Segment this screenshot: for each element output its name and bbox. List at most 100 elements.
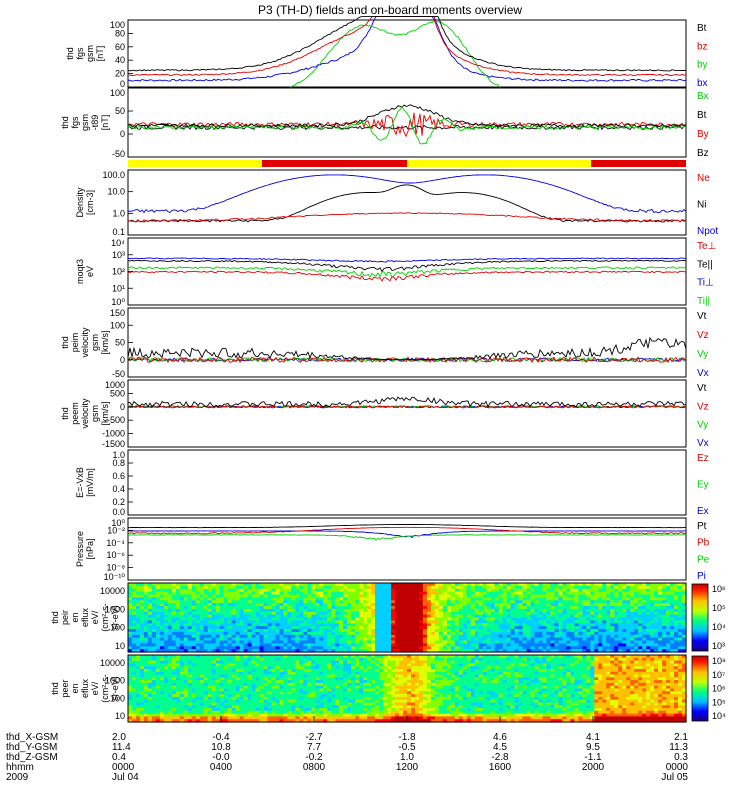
heatmap-cell [207,623,213,627]
heatmap-cell [514,637,520,642]
series-line [127,16,687,72]
heatmap-cell [128,623,133,627]
heatmap-cell [634,606,639,610]
heatmap-cell [610,591,615,596]
heatmap-cell [143,617,149,621]
heatmap-cell [506,626,512,630]
heatmap-cell [662,614,667,619]
heatmap-cell [295,657,300,662]
heatmap-cell [335,634,340,639]
heatmap-cell [351,694,356,698]
heatmap-cell [275,608,281,613]
heatmap-cell [171,608,177,613]
heatmap-cell [351,669,356,673]
heatmap-cell [147,694,153,698]
heatmap-cell [251,583,257,587]
heatmap-cell [132,591,137,596]
heatmap-cell [630,585,635,590]
heatmap-cell [343,643,348,647]
heatmap-cell [263,719,269,723]
heatmap-cell [315,680,320,684]
heatmap-cell [307,655,312,659]
heatmap-cell [478,611,484,616]
heatmap-cell [650,649,655,653]
heatmap-cell [522,629,528,633]
heatmap-cell [128,646,133,650]
heatmap-cell [399,597,404,601]
heatmap-cell [315,688,320,692]
heatmap-cell [235,603,241,607]
heatmap-cell [650,623,655,627]
heatmap-cell [203,611,209,616]
heatmap-cell [151,591,157,596]
heatmap-cell [231,585,237,590]
y-tick-label: 10⁻⁴ [106,538,125,548]
heatmap-cell [438,649,444,653]
heatmap-cell [391,611,396,616]
heatmap-cell [291,702,296,706]
heatmap-cell [136,597,141,601]
heatmap-cell [167,663,173,667]
heatmap-cell [199,594,205,598]
heatmap-cell [618,608,623,613]
heatmap-cell [255,719,261,723]
heatmap-cell [215,719,221,723]
heatmap-cell [662,634,667,639]
heatmap-cell [331,674,336,678]
heatmap-cell [151,637,157,642]
heatmap-cell [223,643,229,647]
heatmap-cell [586,629,591,633]
heatmap-cell [670,588,675,593]
heatmap-cell [430,640,436,644]
heatmap-cell [299,708,304,712]
heatmap-cell [510,591,516,596]
heatmap-cell [171,629,177,633]
heatmap-cell [243,614,249,619]
heatmap-cell [143,614,149,619]
heatmap-cell [666,608,671,613]
heatmap-cell [590,606,595,610]
heatmap-cell [391,594,396,598]
heatmap-cell [183,713,189,717]
heatmap-cell [315,716,320,720]
heatmap-cell [128,620,133,624]
heatmap-cell [211,649,217,653]
heatmap-cell [391,631,396,636]
heatmap-cell [614,594,619,598]
heatmap-cell [550,608,556,613]
heatmap-cell [263,634,269,639]
heatmap-cell [311,677,316,681]
heatmap-cell [359,631,364,636]
heatmap-cell [642,643,647,647]
heatmap-cell [147,608,153,613]
heatmap-cell [183,597,189,601]
heatmap-cell [391,606,396,610]
heatmap-cell [267,649,273,653]
heatmap-cell [203,663,209,667]
heatmap-cell [662,603,667,607]
heatmap-cell [287,682,292,687]
heatmap-cell [147,705,153,709]
series-line [127,396,687,408]
heatmap-cell [287,646,292,650]
heatmap-cell [626,646,631,650]
heatmap-cell [267,705,273,709]
heatmap-cell [634,637,639,642]
heatmap-cell [271,606,277,610]
heatmap-cell [227,710,233,715]
heatmap-cell [231,708,237,712]
heatmap-cell [235,626,241,630]
heatmap-cell [642,608,647,613]
heatmap-cell [171,634,177,639]
heatmap-cell [155,669,161,673]
heatmap-cell [670,591,675,596]
heatmap-cell [614,623,619,627]
heatmap-cell [143,623,149,627]
heatmap-cell [359,617,364,621]
heatmap-cell [347,691,352,695]
heatmap-cell [419,637,424,642]
heatmap-cell [319,708,324,712]
heatmap-cell [351,626,356,630]
heatmap-cell [486,600,492,604]
